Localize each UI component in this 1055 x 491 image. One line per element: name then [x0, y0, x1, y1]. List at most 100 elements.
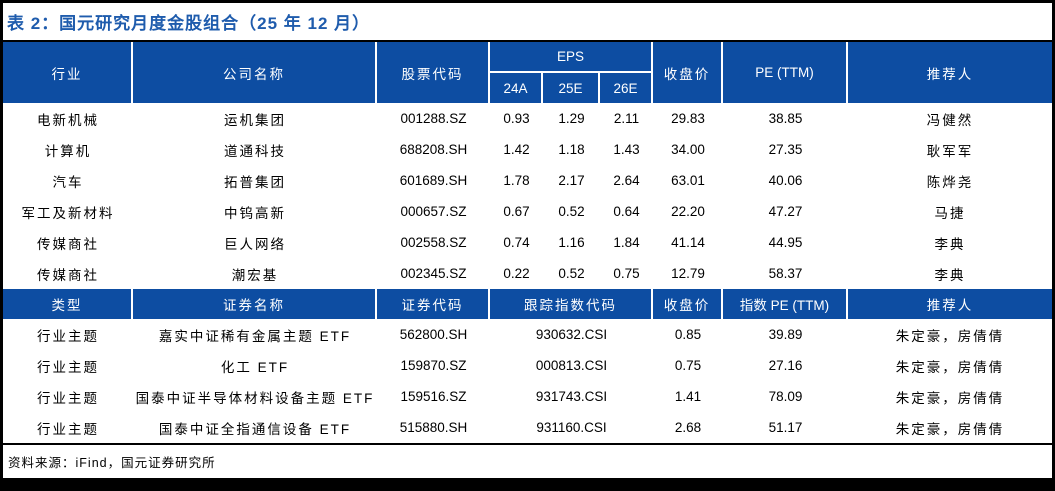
etf-recommender-cell: 朱定豪，房倩倩 [895, 328, 1005, 344]
security-code-cell: 159516.SZ [400, 389, 467, 404]
close-price-cell: 29.83 [671, 111, 705, 126]
header-type: 类型 [3, 289, 133, 319]
etf-recommender-cell: 朱定豪，房倩倩 [895, 390, 1005, 406]
eps-24a-cell: 0.67 [503, 204, 530, 219]
stock-code-cell: 688208.SH [399, 142, 468, 157]
close-price-cell: 34.00 [671, 142, 705, 157]
stock-row: 计算机 道通科技 688208.SH 1.42 1.18 1.43 34.00 … [3, 134, 1052, 165]
eps-24a-cell: 1.78 [503, 173, 530, 188]
company-cell: 中钨高新 [224, 205, 286, 221]
index-pe-cell: 78.09 [768, 389, 803, 404]
header-index-pe: 指数 PE (TTM) [723, 289, 848, 319]
header-pe-ttm: PE (TTM) [723, 42, 848, 103]
etf-close-price-cell: 2.68 [674, 420, 702, 435]
eps-26e-cell: 0.64 [613, 204, 640, 219]
etf-close-price-cell: 0.85 [674, 327, 702, 342]
index-code-cell: 000813.CSI [535, 358, 608, 373]
industry-cell: 传媒商社 [37, 236, 99, 252]
eps-26e-cell: 2.11 [613, 111, 640, 126]
pe-ttm-cell: 58.37 [768, 266, 803, 281]
industry-cell: 军工及新材料 [21, 205, 115, 221]
header-eps-25e: 25E [543, 73, 600, 103]
etf-recommender-cell: 朱定豪，房倩倩 [895, 359, 1005, 375]
eps-25e-cell: 2.17 [558, 173, 585, 188]
eps-26e-cell: 2.64 [613, 173, 640, 188]
footer-divider [3, 443, 1052, 445]
security-code-cell: 159870.SZ [400, 358, 467, 373]
index-code-cell: 930632.CSI [535, 327, 608, 342]
header-eps-26e: 26E [600, 73, 653, 103]
industry-cell: 汽车 [52, 174, 84, 190]
pe-ttm-cell: 27.35 [768, 142, 803, 157]
table-container: 表 2：国元研究月度金股组合（25 年 12 月） 行业 公司名称 股票代码 E… [3, 3, 1052, 478]
etf-row: 行业主题 国泰中证全指通信设备 ETF 515880.SH 931160.CSI… [3, 412, 1052, 443]
industry-cell: 计算机 [44, 143, 92, 159]
eps-25e-cell: 1.16 [558, 235, 585, 250]
close-price-cell: 12.79 [671, 266, 705, 281]
header-recommender: 推荐人 [926, 66, 974, 82]
recommender-cell: 李典 [934, 236, 966, 252]
index-code-cell: 931743.CSI [535, 389, 608, 404]
pe-ttm-cell: 44.95 [768, 235, 803, 250]
stock-code-cell: 002345.SZ [400, 266, 467, 281]
close-price-cell: 22.20 [671, 204, 705, 219]
eps-24a-cell: 0.22 [503, 266, 530, 281]
recommender-cell: 耿军军 [926, 143, 974, 159]
pe-ttm-cell: 38.85 [768, 111, 803, 126]
header-stock-code: 股票代码 [377, 42, 490, 103]
security-code-cell: 562800.SH [399, 327, 468, 342]
stock-row: 军工及新材料 中钨高新 000657.SZ 0.67 0.52 0.64 22.… [3, 196, 1052, 227]
index-pe-cell: 27.16 [768, 358, 803, 373]
table-title: 表 2：国元研究月度金股组合（25 年 12 月） [7, 14, 371, 33]
stock-table-header: 行业 公司名称 股票代码 EPS 24A 25E 26E 收盘价 PE (TTM… [3, 42, 1052, 103]
header-eps-24a: 24A [490, 73, 543, 103]
recommender-cell: 马捷 [934, 205, 966, 221]
eps-25e-cell: 1.18 [558, 142, 585, 157]
etf-table-header: 类型 证券名称 证券代码 跟踪指数代码 收盘价 指数 PE (TTM) 推荐人 [3, 289, 1052, 319]
header-close-price: 收盘价 [653, 42, 723, 103]
company-cell: 运机集团 [224, 112, 286, 128]
eps-25e-cell: 0.52 [558, 266, 585, 281]
etf-close-price-cell: 0.75 [674, 358, 702, 373]
eps-24a-cell: 1.42 [503, 142, 530, 157]
header-security-name: 证券名称 [133, 289, 377, 319]
security-name-cell: 国泰中证全指通信设备 ETF [158, 421, 352, 437]
eps-26e-cell: 0.75 [613, 266, 640, 281]
industry-cell: 电新机械 [37, 112, 99, 128]
header-security-code: 证券代码 [377, 289, 490, 319]
etf-close-price-cell: 1.41 [674, 389, 702, 404]
eps-24a-cell: 0.74 [503, 235, 530, 250]
stock-row: 汽车 拓普集团 601689.SH 1.78 2.17 2.64 63.01 4… [3, 165, 1052, 196]
index-code-cell: 931160.CSI [536, 420, 607, 435]
type-cell: 行业主题 [37, 421, 99, 437]
stock-code-cell: 002558.SZ [400, 235, 467, 250]
industry-cell: 传媒商社 [37, 267, 99, 283]
recommender-cell: 陈烨尧 [926, 174, 974, 190]
eps-25e-cell: 0.52 [558, 204, 585, 219]
security-name-cell: 化工 ETF [220, 359, 290, 375]
pe-ttm-cell: 47.27 [768, 204, 803, 219]
header-etf-close-price: 收盘价 [653, 289, 723, 319]
stock-row: 传媒商社 潮宏基 002345.SZ 0.22 0.52 0.75 12.79 … [3, 258, 1052, 289]
stock-code-cell: 000657.SZ [400, 204, 467, 219]
index-pe-cell: 39.89 [768, 327, 803, 342]
stock-row: 传媒商社 巨人网络 002558.SZ 0.74 1.16 1.84 41.14… [3, 227, 1052, 258]
eps-26e-cell: 1.84 [613, 235, 640, 250]
index-pe-cell: 51.17 [768, 420, 803, 435]
eps-24a-cell: 0.93 [503, 111, 530, 126]
etf-recommender-cell: 朱定豪，房倩倩 [895, 421, 1005, 437]
company-cell: 潮宏基 [231, 267, 279, 283]
stock-code-cell: 601689.SH [399, 173, 468, 188]
header-etf-recommender: 推荐人 [926, 298, 974, 313]
header-company: 公司名称 [133, 42, 377, 103]
security-name-cell: 嘉实中证稀有金属主题 ETF [158, 328, 352, 344]
source-note: 资料来源：iFind，国元证券研究所 [8, 456, 216, 470]
etf-row: 行业主题 国泰中证半导体材料设备主题 ETF 159516.SZ 931743.… [3, 381, 1052, 412]
header-index-code: 跟踪指数代码 [490, 289, 653, 319]
security-code-cell: 515880.SH [399, 420, 468, 435]
title-divider [3, 40, 1052, 42]
etf-row: 行业主题 化工 ETF 159870.SZ 000813.CSI 0.75 27… [3, 350, 1052, 381]
stock-row: 电新机械 运机集团 001288.SZ 0.93 1.29 2.11 29.83… [3, 103, 1052, 134]
header-industry: 行业 [3, 42, 133, 103]
